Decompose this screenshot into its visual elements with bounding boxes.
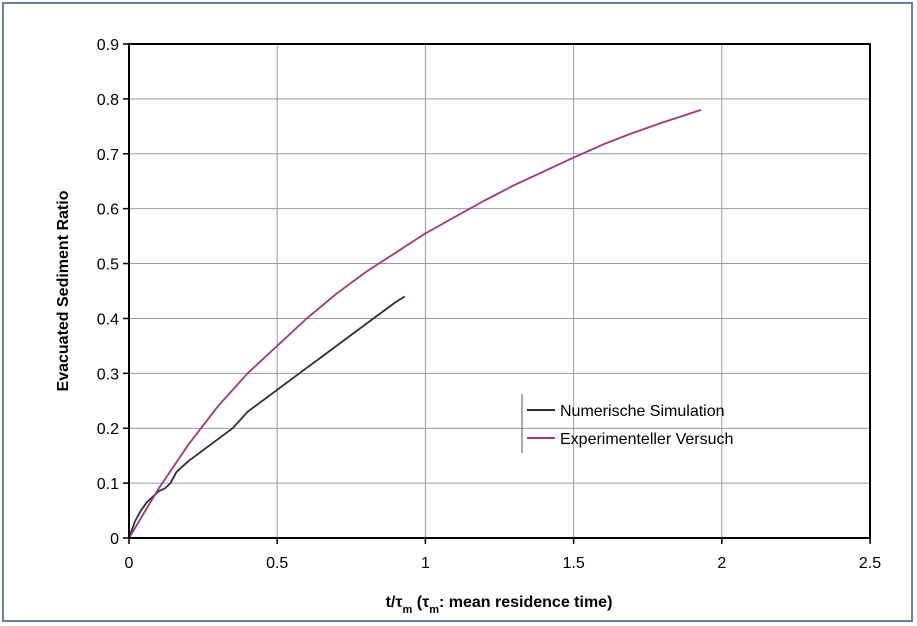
y-tick-label: 0.7 <box>97 147 119 164</box>
x-axis-title-prefix: t/τ <box>386 594 403 611</box>
y-tick-label: 0.3 <box>97 366 119 383</box>
x-tick-label: 2 <box>717 555 726 572</box>
series-lines <box>128 109 702 539</box>
x-tick-label: 2.5 <box>859 555 881 572</box>
legend-label-simulation: Numerische Simulation <box>560 403 725 420</box>
x-tick-label: 1 <box>421 555 430 572</box>
y-tick-label: 0.5 <box>97 257 119 274</box>
legend: Numerische Simulation Experimenteller Ve… <box>521 394 733 453</box>
x-axis-title-sub: m <box>403 604 413 616</box>
x-axis-title-mid: (τ <box>412 594 429 611</box>
legend-label-experiment: Experimenteller Versuch <box>560 431 733 448</box>
x-axis-title: t/τm (τm: mean residence time) <box>386 594 613 616</box>
series-line-experiment <box>128 109 702 539</box>
y-tick-label: 0 <box>110 531 119 548</box>
grid <box>123 43 871 544</box>
x-axis-title-sub2: m <box>429 604 439 616</box>
plot-area <box>129 44 870 538</box>
y-axis-title: Evacuated Sediment Ratio <box>55 190 72 391</box>
x-tick-label: 1.5 <box>562 555 584 572</box>
y-tick-labels: 0 0.1 0.2 0.3 0.4 0.5 0.6 0.7 0.8 0.9 <box>97 37 119 548</box>
y-tick-label: 0.4 <box>97 311 119 328</box>
x-tick-label: 0.5 <box>266 555 288 572</box>
plot-border <box>128 43 871 539</box>
y-tick-label: 0.2 <box>97 421 119 438</box>
x-tick-label: 0 <box>125 555 134 572</box>
y-tick-label: 0.1 <box>97 476 119 493</box>
x-tick-labels: 0 0.5 1 1.5 2 2.5 <box>125 555 882 572</box>
chart: 0 0.1 0.2 0.3 0.4 0.5 0.6 0.7 0.8 0.9 0 0.5 1 1.5 2 2.… <box>55 37 882 616</box>
y-tick-label: 0.8 <box>97 92 119 109</box>
y-tick-label: 0.9 <box>97 37 119 54</box>
y-tick-label: 0.6 <box>97 202 119 219</box>
x-axis-title-suffix: : mean residence time) <box>439 594 612 611</box>
